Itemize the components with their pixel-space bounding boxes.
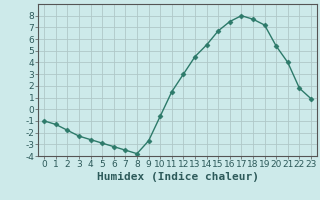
- X-axis label: Humidex (Indice chaleur): Humidex (Indice chaleur): [97, 172, 259, 182]
